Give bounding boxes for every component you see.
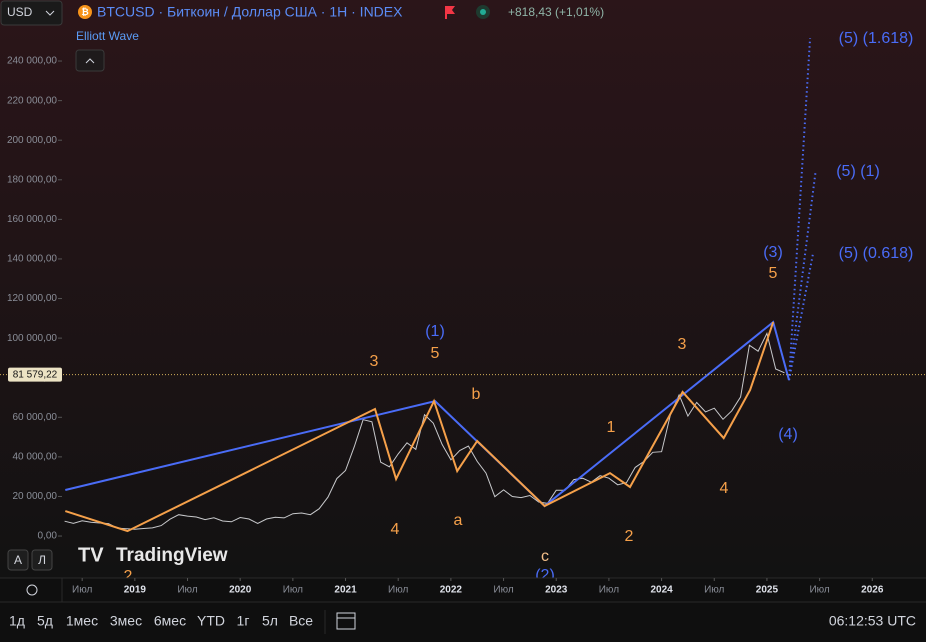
x-tick-label: Июл: [388, 585, 408, 596]
wave-label: a: [454, 512, 463, 529]
logo-mark: TV: [78, 544, 104, 566]
wave-line: [788, 172, 817, 381]
wave-label: 5: [431, 345, 440, 362]
flag-icon[interactable]: [445, 6, 455, 19]
time-axis: [0, 578, 926, 602]
x-tick-label: 2023: [545, 585, 568, 596]
wave-label: 2: [625, 528, 634, 545]
range-button[interactable]: 6мес: [154, 613, 186, 629]
x-tick-label: Июл: [493, 585, 513, 596]
btc-glyph: ₿: [81, 7, 88, 17]
wave-label: c: [541, 548, 549, 565]
calendar-icon[interactable]: [336, 612, 356, 630]
x-tick-label: Июл: [599, 585, 619, 596]
y-tick-label: 220 000,00: [7, 95, 57, 106]
y-tick-label: 0,00: [38, 531, 58, 542]
price-change: +818,43 (+1,01%): [508, 5, 604, 19]
wave-label: (5) (1): [836, 163, 880, 180]
y-tick-label: 120 000,00: [7, 293, 57, 304]
auto-scale[interactable]: [7, 549, 29, 571]
wave-label: 3: [370, 353, 379, 370]
range-button[interactable]: 1мес: [66, 613, 98, 629]
y-tick-label: 40 000,00: [13, 452, 58, 463]
y-tick-label: 140 000,00: [7, 254, 57, 265]
x-tick-label: 2025: [756, 585, 779, 596]
range-button[interactable]: Все: [289, 613, 313, 629]
y-tick-label: 160 000,00: [7, 214, 57, 225]
wave-label: 3: [678, 336, 687, 353]
y-tick-label: 60 000,00: [13, 412, 58, 423]
range-button[interactable]: 3мес: [110, 613, 142, 629]
wave-label: 4: [391, 521, 400, 538]
clock[interactable]: 06:12:53 UTC: [829, 613, 916, 629]
toolbar: [0, 602, 926, 642]
wave-label: (1): [425, 323, 445, 340]
last-price-box: [8, 367, 62, 382]
wave-label: (3): [763, 244, 783, 261]
range-button[interactable]: 5л: [262, 613, 278, 629]
x-tick-label: 2021: [334, 585, 357, 596]
symbol-title[interactable]: BTCUSD · Биткоин / Доллар США · 1H · IND…: [97, 4, 403, 20]
plot: (1) 5 3 b 4 a c (2) 1 2 3 4 (3) 5 (4) (5) (1.618) (5) (1…: [0, 30, 926, 585]
x-tick-label: 2020: [229, 585, 252, 596]
status-dot: [480, 9, 486, 15]
x-tick-label: Июл: [177, 585, 197, 596]
price-line: [64, 331, 785, 530]
auto-scale-text: A: [14, 553, 22, 567]
indicator-name[interactable]: Elliott Wave: [76, 29, 139, 43]
range-button[interactable]: 1г: [237, 613, 250, 629]
y-tick-label: 180 000,00: [7, 174, 57, 185]
wave-label: 5: [769, 265, 778, 282]
logo-text: TradingView: [116, 545, 228, 566]
x-tick-label: Июл: [283, 585, 303, 596]
chart-pane: [0, 0, 926, 578]
x-tick-label: Июл: [704, 585, 724, 596]
calendar-frame: [336, 612, 356, 630]
wave-label: (2): [535, 567, 555, 584]
settings-icon[interactable]: [26, 584, 38, 596]
last-price-label: 81 579,22: [13, 370, 58, 381]
wave-line: [788, 251, 815, 381]
chevron: [45, 10, 55, 16]
y-tick-label: 200 000,00: [7, 135, 57, 146]
x-tick-label: 2026: [861, 585, 884, 596]
x-tick-label: Июл: [809, 585, 829, 596]
wave-label: (5) (0.618): [839, 245, 914, 262]
collapse-icon: [85, 58, 95, 64]
wave-label: (5) (1.618): [839, 30, 914, 47]
y-tick-label: 20 000,00: [13, 491, 58, 502]
symbol-select-text: USD: [7, 5, 33, 19]
wave-line: [788, 38, 812, 381]
log-scale-text: Л: [38, 553, 46, 567]
range-button[interactable]: 1д: [9, 613, 25, 629]
range-button[interactable]: YTD: [197, 613, 225, 629]
x-tick-label: 2019: [124, 585, 147, 596]
y-tick-label: 100 000,00: [7, 333, 57, 344]
y-tick-label: 240 000,00: [7, 56, 57, 67]
wave-label: 4: [720, 480, 729, 497]
wave-label: 2: [124, 568, 133, 585]
range-button[interactable]: 5д: [37, 613, 53, 629]
x-tick-label: Июл: [72, 585, 92, 596]
symbol-select[interactable]: [0, 0, 63, 26]
wave-label: b: [472, 386, 481, 403]
wave-line: [64, 321, 775, 533]
wave-label: (4): [778, 426, 798, 443]
x-tick-label: 2024: [650, 585, 673, 596]
log-scale[interactable]: [31, 549, 53, 571]
btc-icon: [78, 5, 92, 19]
wave-label: 1: [607, 419, 616, 436]
collapse-button[interactable]: [75, 49, 105, 72]
x-tick-label: 2022: [440, 585, 463, 596]
